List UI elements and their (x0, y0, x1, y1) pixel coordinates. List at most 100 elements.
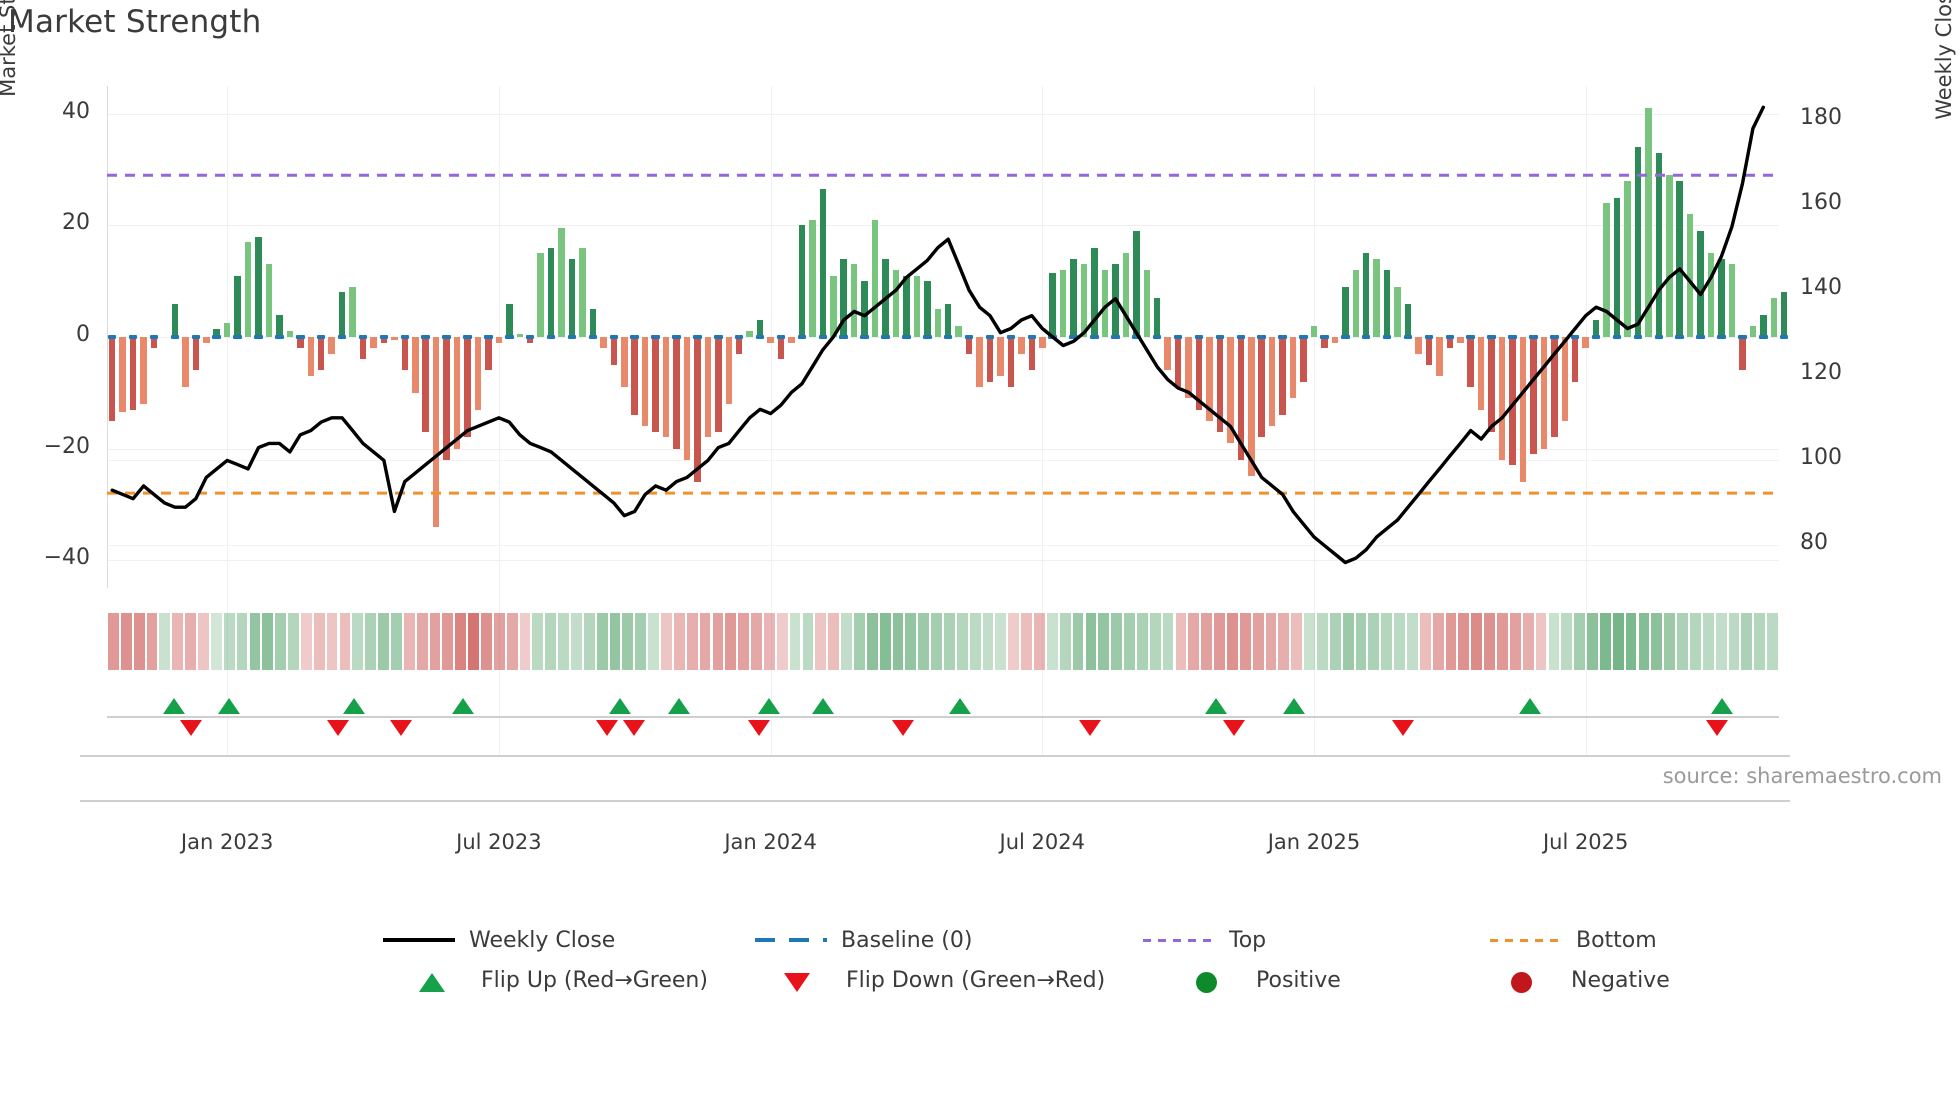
baseline-cap (1215, 335, 1225, 339)
legend-label: Bottom (1576, 927, 1657, 953)
legend-item[interactable]: Flip Up (Red→Green) (395, 960, 708, 1000)
heatmap-band (519, 613, 531, 670)
bar (338, 292, 346, 337)
baseline-cap (379, 335, 389, 339)
baseline-cap (1132, 335, 1141, 339)
bar (276, 314, 283, 337)
bar (673, 337, 680, 449)
dotted-line-icon (1143, 930, 1215, 950)
flip-down-marker (326, 720, 349, 736)
bar (485, 337, 492, 371)
baseline-cap (1675, 335, 1684, 339)
heatmap-band (725, 613, 737, 670)
heatmap-band (198, 613, 209, 670)
baseline-cap (358, 335, 368, 339)
heatmap-band (892, 613, 904, 670)
legend-item[interactable]: Positive (1170, 960, 1341, 1000)
baseline-cap (1027, 335, 1037, 339)
bar (1101, 270, 1109, 337)
heatmap-band (763, 613, 775, 670)
baseline-cap (1612, 335, 1622, 339)
baseline-cap (797, 335, 807, 339)
bar (203, 337, 210, 343)
baseline-cap (734, 335, 744, 339)
baseline-cap (212, 335, 221, 339)
bar (516, 334, 523, 337)
bar (1352, 270, 1359, 337)
heatmap-band (1085, 613, 1097, 670)
bar (777, 337, 785, 360)
baseline-cap (818, 335, 828, 339)
gridline (107, 460, 1779, 462)
heatmap-band (995, 613, 1007, 670)
y-axis-spine (107, 86, 108, 588)
baseline-cap (630, 335, 639, 339)
heatmap-band (1239, 613, 1251, 670)
bar (830, 275, 837, 337)
heatmap-band (1664, 613, 1676, 670)
baseline-cap (1633, 335, 1643, 339)
heatmap-band (1767, 613, 1778, 670)
bar (934, 309, 941, 337)
bar (1425, 337, 1433, 365)
bar (1039, 337, 1046, 349)
flip-up-marker (218, 698, 241, 714)
bar (1519, 337, 1527, 483)
gridline (107, 448, 1779, 450)
bar (432, 337, 440, 527)
bar (1310, 325, 1318, 337)
legend-item[interactable]: Bottom (1490, 920, 1657, 960)
bar (1383, 270, 1391, 337)
baseline-cap (985, 335, 995, 339)
baseline-cap (776, 335, 786, 339)
heatmap-band (442, 613, 454, 670)
heatmap-band (1265, 613, 1277, 670)
heatmap-band (1715, 613, 1727, 670)
heatmap-band (326, 613, 338, 670)
heatmap-band (1201, 613, 1213, 670)
baseline-cap (275, 335, 284, 339)
bar (453, 337, 461, 449)
baseline-cap (1111, 335, 1120, 339)
circle-icon (1485, 970, 1557, 993)
legend-item[interactable]: Top (1143, 920, 1266, 960)
bar (1362, 253, 1370, 337)
heatmap-band (841, 613, 852, 670)
heatmap-band (956, 613, 968, 670)
baseline-cap (714, 335, 723, 339)
heatmap-band (1741, 613, 1753, 670)
flip-up-marker (1204, 698, 1227, 714)
bar (1268, 337, 1276, 427)
y-tick-left: −40 (43, 545, 90, 571)
baseline-cap (1591, 335, 1601, 339)
baseline-cap (400, 335, 410, 339)
bar (997, 337, 1004, 377)
heatmap-band (185, 613, 196, 670)
bar (1216, 337, 1224, 432)
baseline-cap (1570, 335, 1580, 339)
heatmap-band (1599, 613, 1611, 670)
bar (1477, 337, 1485, 410)
heatmap-band (1625, 613, 1637, 670)
bar (370, 337, 377, 349)
flip-down-marker (595, 720, 618, 736)
panel-divider (80, 755, 1790, 757)
heatmap-band (365, 613, 377, 670)
heatmap-band (1651, 613, 1663, 670)
page-title: Market Strength (8, 4, 262, 40)
legend-item[interactable]: Baseline (0) (755, 920, 972, 960)
legend-item[interactable]: Negative (1485, 960, 1670, 1000)
heatmap-band (1021, 613, 1032, 670)
bar (735, 337, 743, 354)
legend-swatch (1511, 972, 1532, 993)
bar (788, 337, 795, 343)
heatmap-band (802, 613, 814, 670)
baseline-cap (191, 335, 201, 339)
bar (704, 337, 712, 438)
heatmap-band (828, 613, 840, 670)
legend-item[interactable]: Flip Down (Green→Red) (760, 960, 1105, 1000)
heatmap-band (1677, 613, 1688, 670)
bar (798, 225, 806, 337)
legend-item[interactable]: Weekly Close (383, 920, 615, 960)
